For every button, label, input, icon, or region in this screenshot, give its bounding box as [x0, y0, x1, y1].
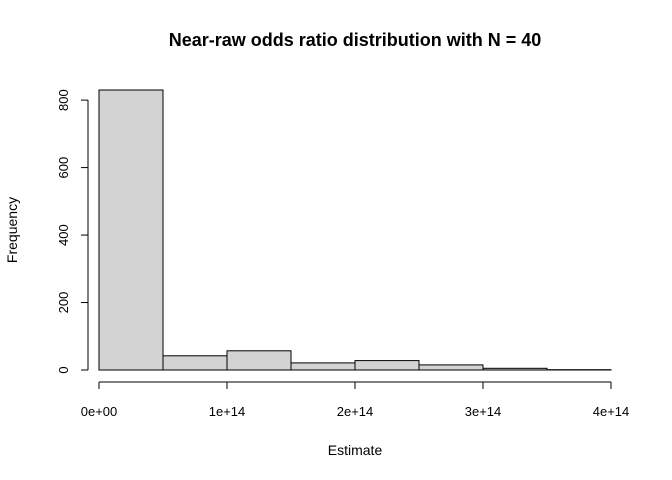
x-tick-label: 4e+14 — [593, 404, 630, 419]
histogram-bar-5 — [354, 360, 420, 371]
y-tick-label: 0 — [56, 366, 71, 373]
histogram-bar-1 — [98, 89, 164, 371]
histogram-bar-2 — [162, 355, 228, 371]
histogram-bar-7 — [482, 367, 548, 371]
y-tick-label: 400 — [56, 224, 71, 246]
x-axis: 0e+00 1e+14 2e+14 3e+14 4e+14 — [81, 381, 630, 419]
y-axis-label: Frequency — [4, 197, 20, 263]
histogram-bars — [98, 89, 612, 371]
chart-title: Near-raw odds ratio distribution with N … — [169, 30, 542, 50]
y-tick-label: 600 — [56, 157, 71, 179]
y-axis: 0 200 400 600 800 — [56, 89, 89, 374]
x-tick-label: 0e+00 — [81, 404, 118, 419]
x-tick-label: 3e+14 — [465, 404, 502, 419]
y-tick-label: 800 — [56, 89, 71, 111]
histogram-bar-4 — [290, 362, 356, 371]
histogram-bar-6 — [418, 364, 484, 371]
x-axis-label: Estimate — [328, 442, 383, 458]
y-tick-label: 200 — [56, 292, 71, 314]
histogram-bar-3 — [226, 350, 292, 371]
x-tick-label: 1e+14 — [209, 404, 246, 419]
x-tick-label: 2e+14 — [337, 404, 374, 419]
